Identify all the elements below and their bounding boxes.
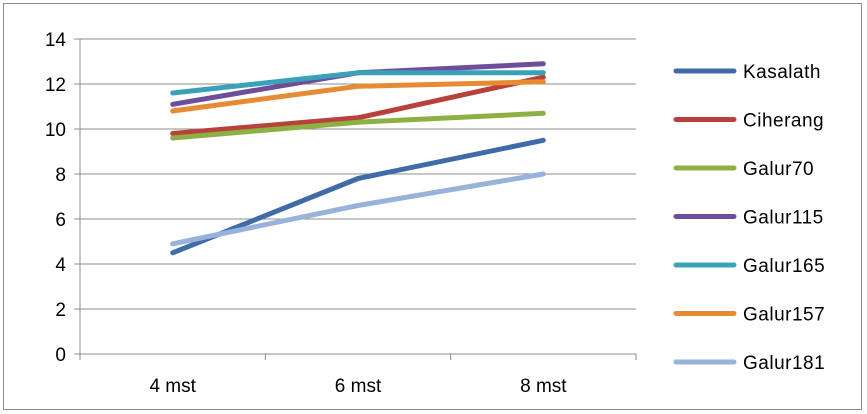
grid-lines [80, 38, 636, 310]
legend: Kasalath Ciherang Galur70 Galur115 Galur165 G… [673, 62, 825, 374]
x-tick-label: 4 mst [149, 376, 196, 397]
y-tick-label: 4 [55, 255, 66, 276]
series-line-galur157 [170, 79, 546, 114]
legend-label: Galur157 [743, 305, 825, 326]
x-tick-labels: 4 mst 6 mst 8 mst [149, 376, 567, 397]
legend-label: Galur115 [743, 208, 824, 229]
axes [74, 38, 637, 360]
y-tick-label: 14 [45, 30, 67, 51]
legend-label: Galur181 [743, 353, 825, 374]
legend-label: Galur70 [743, 159, 814, 180]
x-tick-label: 8 mst [520, 376, 567, 397]
series-line-galur181 [170, 171, 546, 247]
y-tick-label: 6 [55, 210, 66, 231]
legend-item-galur70: Galur70 [673, 159, 814, 180]
legend-item-galur157: Galur157 [673, 305, 825, 326]
x-tick-label: 6 mst [335, 376, 382, 397]
y-tick-label: 2 [55, 300, 66, 321]
series-lines [170, 61, 546, 256]
legend-label: Kasalath [743, 62, 821, 83]
y-tick-label: 10 [45, 120, 66, 141]
legend-item-kasalath: Kasalath [673, 62, 821, 83]
y-tick-label: 8 [55, 165, 66, 186]
y-tick-label: 12 [45, 75, 66, 96]
legend-label: Ciherang [743, 111, 824, 132]
y-tick-label: 0 [55, 345, 66, 366]
series-line-galur165 [170, 70, 546, 96]
series-line-ciherang [170, 74, 546, 136]
legend-item-galur181: Galur181 [673, 353, 825, 374]
legend-item-ciherang: Ciherang [673, 111, 824, 132]
series-line-galur70 [170, 110, 546, 141]
y-tick-labels: 0 2 4 6 8 10 12 14 [45, 30, 67, 366]
legend-item-galur115: Galur115 [673, 208, 824, 229]
legend-item-galur165: Galur165 [673, 256, 825, 277]
series-line-kasalath [170, 137, 546, 256]
legend-label: Galur165 [743, 256, 825, 277]
